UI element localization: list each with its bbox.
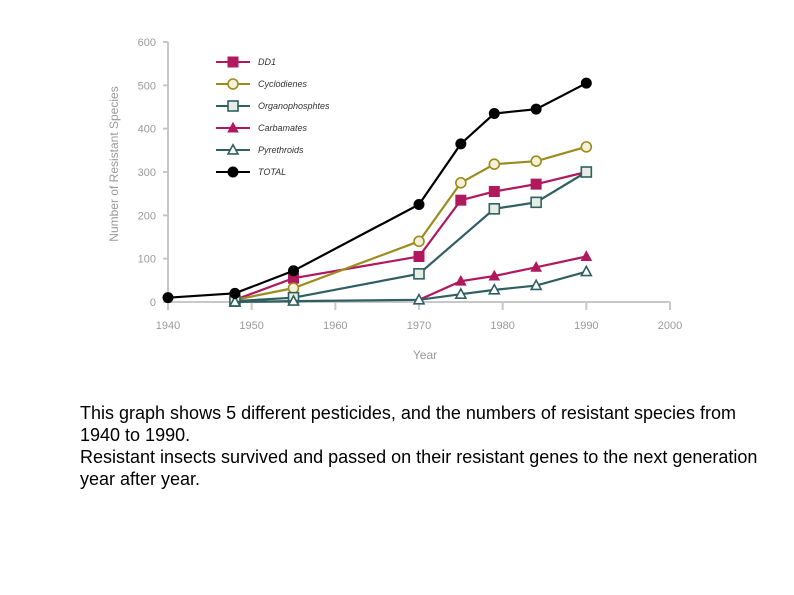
cyclodienes-point bbox=[287, 282, 300, 294]
legend-item-organophosphtes: Organophosphtes bbox=[216, 100, 330, 112]
cyclodienes-point bbox=[488, 158, 501, 170]
y-tick-label: 500 bbox=[138, 80, 156, 92]
legend-item-carbamates: Carbamates bbox=[216, 121, 308, 133]
y-tick-label: 400 bbox=[138, 124, 156, 136]
total-point bbox=[162, 292, 174, 304]
carbamates-point bbox=[488, 269, 501, 281]
y-axis-ticks: 0 100 200 300 400 500 600 bbox=[138, 37, 168, 309]
pyrethroids-point bbox=[579, 264, 593, 277]
total-point bbox=[530, 103, 542, 115]
organophosphtes-point bbox=[530, 196, 542, 209]
series-pyrethroids bbox=[228, 264, 593, 307]
legend-label: Carbamates bbox=[258, 123, 308, 133]
resistance-line-chart: 0 100 200 300 400 500 600 1940 1950 1960 1970 1980… bbox=[107, 37, 682, 362]
pyrethroids-point bbox=[287, 294, 300, 306]
total-point bbox=[288, 265, 299, 277]
organophosphtes-point bbox=[413, 268, 425, 280]
pyrethroids-point bbox=[487, 282, 501, 295]
total-point bbox=[580, 77, 592, 89]
x-tick-label: 1940 bbox=[156, 320, 180, 332]
legend-label: TOTAL bbox=[258, 167, 286, 177]
legend: DD1 Cyclodienes Organophosphtes Carbamates P… bbox=[216, 56, 330, 178]
legend-label: Pyrethroids bbox=[258, 145, 304, 155]
legend-marker bbox=[227, 56, 239, 68]
carbamates-point bbox=[580, 250, 593, 261]
x-axis-title: Year bbox=[413, 348, 437, 362]
organophosphtes-point bbox=[580, 166, 593, 178]
x-axis-ticks: 1940 1950 1960 1970 1980 1990 2000 bbox=[156, 302, 682, 332]
caption-line-1: This graph shows 5 different pesticides,… bbox=[80, 403, 736, 445]
carbamates-point bbox=[530, 261, 542, 272]
x-tick-label: 1960 bbox=[323, 320, 347, 332]
series-cyclodienes bbox=[229, 141, 593, 306]
dd1-point bbox=[455, 194, 467, 206]
x-tick-label: 1970 bbox=[407, 320, 431, 332]
total-point bbox=[413, 199, 425, 210]
dd1-point bbox=[413, 251, 425, 262]
y-tick-label: 100 bbox=[138, 254, 156, 266]
legend-marker bbox=[227, 100, 239, 112]
legend-marker bbox=[227, 78, 239, 90]
pyrethroids-point bbox=[228, 295, 242, 307]
dd1-point bbox=[530, 178, 542, 190]
pyrethroids-point bbox=[529, 278, 543, 291]
cyclodienes-point bbox=[455, 177, 467, 189]
legend-marker bbox=[227, 121, 239, 133]
cyclodienes-point bbox=[530, 155, 542, 167]
dd1-line bbox=[234, 170, 587, 301]
cyclodienes-point bbox=[580, 141, 593, 153]
legend-item-dd1: DD1 bbox=[216, 56, 276, 68]
x-tick-label: 1980 bbox=[490, 320, 514, 332]
x-tick-label: 1990 bbox=[574, 320, 598, 332]
total-line bbox=[167, 82, 587, 299]
total-point bbox=[488, 108, 500, 119]
legend-item-total: TOTAL bbox=[216, 166, 286, 178]
legend-label: Organophosphtes bbox=[258, 101, 330, 111]
total-point bbox=[455, 138, 467, 150]
legend-label: Cyclodienes bbox=[258, 79, 308, 89]
caption-line-2: Resistant insects survived and passed on… bbox=[80, 447, 758, 489]
legend-label: DD1 bbox=[258, 57, 276, 67]
y-tick-label: 600 bbox=[138, 37, 156, 49]
organophosphtes-line bbox=[234, 171, 587, 303]
x-tick-label: 1950 bbox=[239, 320, 263, 332]
pyrethroids-point bbox=[412, 292, 426, 305]
y-tick-label: 200 bbox=[138, 210, 156, 222]
cyclodienes-point bbox=[413, 235, 425, 248]
organophosphtes-point bbox=[488, 203, 501, 215]
legend-item-pyrethroids: Pyrethroids bbox=[216, 143, 304, 155]
y-tick-label: 300 bbox=[138, 167, 156, 179]
series-layer bbox=[162, 77, 593, 307]
caption: This graph shows 5 different pesticides,… bbox=[80, 402, 780, 490]
y-axis-title: Number of Resistant Species bbox=[107, 86, 121, 241]
total-point bbox=[229, 287, 241, 299]
carbamates-point bbox=[454, 274, 467, 286]
cyclodienes-line bbox=[234, 145, 587, 301]
dd1-point bbox=[488, 186, 500, 197]
legend-marker bbox=[226, 143, 240, 155]
x-tick-label: 2000 bbox=[658, 320, 682, 332]
legend-marker bbox=[227, 166, 239, 178]
y-tick-label: 0 bbox=[150, 297, 156, 309]
pyrethroids-point bbox=[454, 287, 468, 299]
series-total bbox=[162, 77, 592, 304]
legend-item-cyclodienes: Cyclodienes bbox=[216, 78, 308, 90]
